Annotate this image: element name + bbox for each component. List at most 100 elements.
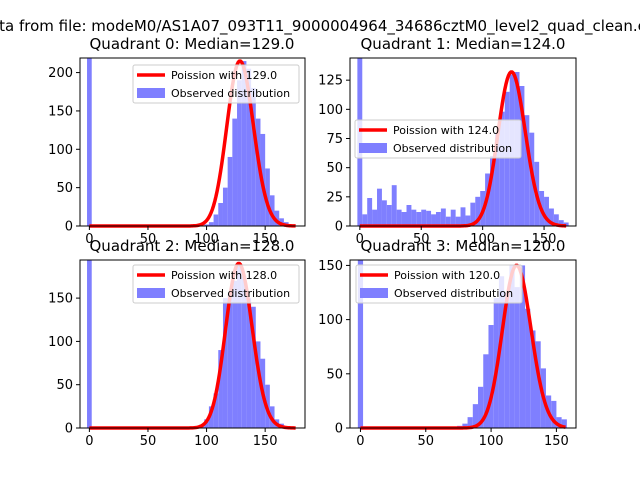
quadrant-3-bar-13 — [519, 265, 526, 428]
quadrant-1-ytick-label-5: 125 — [318, 74, 343, 89]
quadrant-2-bar-6 — [218, 350, 223, 428]
quadrant-0-ytick-label-4: 200 — [48, 66, 73, 81]
quadrant-0-legend-box — [132, 64, 300, 104]
quadrant-1-bar-3 — [372, 209, 378, 226]
quadrant-1-xtick-label-1: 50 — [413, 232, 430, 247]
quadrant-1-bar-19 — [450, 209, 456, 226]
quadrant-3-xtick-label-2: 100 — [479, 434, 504, 449]
quadrant-0-legend: Poission with 129.0 Observed distributio… — [132, 64, 300, 104]
quadrant-1-bar-38 — [544, 196, 549, 226]
quadrant-1-bar-33 — [519, 86, 525, 226]
quadrant-1-bar-28 — [494, 132, 500, 226]
quadrant-3-title: Quadrant 3: Median=120.0 — [361, 237, 566, 255]
quadrant-0-bar-9 — [237, 80, 242, 226]
quadrant-0-bar-6 — [222, 187, 228, 226]
quadrant-1-ytick-label-4: 100 — [318, 103, 343, 118]
quadrant-1-bar-22 — [465, 215, 471, 226]
quadrant-0-legend-label-observed: Observed distribution — [171, 87, 290, 100]
quadrant-1-legend-label-observed: Observed distribution — [393, 142, 512, 155]
quadrant-1-bar-8 — [396, 209, 402, 226]
quadrant-2-bar-4 — [208, 406, 214, 428]
quadrant-2-ytick-label-3: 150 — [48, 292, 73, 307]
quadrant-2-ticks: 0 50 100 150 0 50 100 150 — [48, 292, 277, 449]
quadrant-2-bar-5 — [213, 393, 219, 428]
quadrant-1-bar-20 — [455, 216, 461, 226]
quadrant-3-xtick-label-1: 50 — [417, 434, 434, 449]
quadrant-1-bar-16 — [435, 212, 441, 226]
quadrant-1-bar-17 — [440, 208, 446, 226]
quadrant-1-bar-27 — [490, 156, 495, 226]
quadrant-1-ytick-label-1: 25 — [326, 190, 343, 205]
quadrant-2-bar-12 — [246, 298, 252, 428]
quadrant-1-bar-15 — [431, 214, 436, 226]
figure-suptitle: Data from file: modeM0/AS1A07_093T11_900… — [0, 17, 640, 36]
quadrant-1-panel: Quadrant 1: Median=124.0 0 50 100 150 0 25 50 7… — [318, 35, 577, 247]
quadrant-3-frame — [349, 259, 577, 429]
quadrant-1-bar-9 — [401, 212, 407, 226]
quadrant-1-legend-label-poisson: Poission with 124.0 — [393, 124, 499, 137]
quadrant-0-ytick-label-3: 150 — [48, 104, 73, 119]
quadrant-3-bar-20 — [556, 417, 562, 428]
quadrant-3-bar-10 — [504, 292, 510, 428]
quadrant-0-bar-0 — [87, 58, 92, 226]
quadrant-0-panel: Quadrant 0: Median=129.0 0 50 100 150 0 50 100… — [48, 35, 306, 247]
quadrant-3-bar-19 — [551, 400, 557, 428]
quadrant-1-bar-13 — [421, 209, 427, 226]
quadrant-3-bar-7 — [488, 325, 494, 428]
quadrant-3-legend-patch-swatch — [360, 288, 388, 298]
quadrant-2-legend-label-observed: Observed distribution — [171, 287, 290, 300]
quadrant-3-bar-4 — [472, 404, 479, 428]
quadrant-1-bar-21 — [460, 207, 466, 226]
quadrant-1-bar-6 — [386, 205, 392, 226]
quadrant-2-bar-14 — [255, 341, 261, 428]
quadrant-0-bar-8 — [232, 118, 238, 226]
quadrant-3-xtick-label-0: 0 — [356, 434, 364, 449]
quadrant-0-bar-17 — [274, 210, 280, 226]
quadrant-3-ytick-label-2: 100 — [318, 313, 343, 328]
quadrant-1-xtick-label-0: 0 — [356, 232, 364, 247]
quadrant-1-bar-41 — [558, 220, 564, 226]
quadrant-1-xtick-label-2: 100 — [470, 232, 495, 247]
quadrant-1-bar-18 — [445, 216, 451, 226]
quadrant-1-bar-40 — [553, 214, 559, 226]
quadrant-0-bar-10 — [241, 61, 247, 226]
quadrant-3-legend-label-poisson: Poission with 120.0 — [394, 269, 500, 282]
quadrant-1-bar-14 — [426, 210, 432, 226]
quadrant-2-xtick-label-2: 100 — [194, 434, 219, 449]
quadrant-1-legend: Poission with 124.0 Observed distributio… — [354, 119, 522, 159]
quadrant-2-frame — [79, 259, 306, 429]
quadrant-1-bar-4 — [377, 188, 382, 226]
quadrant-3-bar-6 — [483, 354, 489, 428]
quadrant-0-ytick-label-0: 0 — [65, 220, 73, 235]
quadrant-0-bar-5 — [218, 202, 223, 226]
quadrant-2-title: Quadrant 2: Median=128.0 — [90, 237, 295, 255]
quadrant-1-bar-30 — [504, 91, 510, 226]
quadrant-0-bar-15 — [265, 168, 270, 226]
quadrant-0-frame — [79, 57, 306, 227]
quadrant-3-bar-21 — [561, 419, 567, 428]
quadrant-1-legend-patch-swatch — [359, 143, 387, 153]
quadrant-2-xtick-label-0: 0 — [85, 434, 93, 449]
quadrant-2-xtick-label-3: 150 — [253, 434, 278, 449]
quadrant-3-bar-5 — [478, 386, 484, 428]
quadrant-3-xtick-label-3: 150 — [544, 434, 569, 449]
quadrant-3-legend-label-observed: Observed distribution — [394, 287, 513, 300]
quadrant-0-title: Quadrant 0: Median=129.0 — [90, 35, 295, 53]
quadrant-3-bar-14 — [525, 308, 531, 428]
quadrant-1-bar-39 — [548, 208, 554, 226]
quadrant-1-xtick-label-3: 150 — [532, 232, 557, 247]
quadrant-1-bar-24 — [475, 196, 481, 226]
quadrant-1-ytick-label-3: 75 — [326, 132, 343, 147]
quadrant-0-bar-7 — [227, 156, 233, 226]
quadrant-0-ytick-label-2: 100 — [48, 143, 73, 158]
quadrant-2-bar-10 — [237, 263, 242, 428]
quadrant-0-xtick-label-3: 150 — [253, 232, 278, 247]
quadrant-3-legend-box — [355, 264, 523, 304]
quadrant-0-bar-2 — [204, 224, 209, 226]
quadrant-1-bar-5 — [381, 200, 387, 226]
quadrant-3-bar-11 — [509, 265, 515, 428]
quadrant-2-panel: Quadrant 2: Median=128.0 0 50 100 150 0 50 100… — [48, 237, 306, 449]
quadrant-2-bar-9 — [232, 280, 238, 428]
quadrant-0-ticks: 0 50 100 150 0 50 100 150 200 — [48, 66, 277, 247]
